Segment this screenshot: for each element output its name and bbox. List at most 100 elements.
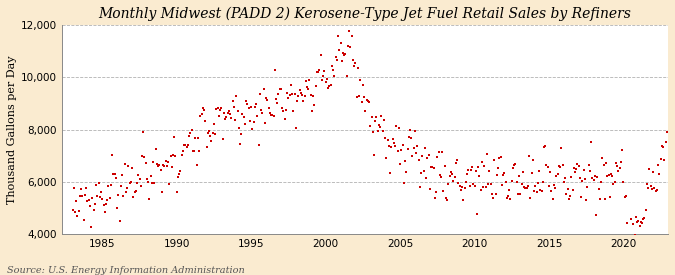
Point: [290, 126, 301, 130]
Point: [474, 174, 485, 178]
Point: [475, 188, 486, 192]
Point: [496, 182, 507, 187]
Point: [489, 158, 500, 163]
Point: [422, 156, 433, 161]
Point: [495, 155, 506, 160]
Point: [397, 142, 408, 147]
Point: [324, 84, 335, 88]
Point: [277, 106, 288, 110]
Point: [443, 182, 454, 186]
Point: [647, 186, 657, 191]
Point: [123, 164, 134, 168]
Point: [194, 148, 205, 153]
Point: [261, 96, 271, 100]
Point: [593, 187, 604, 192]
Point: [643, 186, 653, 191]
Point: [242, 102, 253, 106]
Point: [366, 115, 377, 120]
Point: [404, 135, 414, 139]
Point: [448, 178, 459, 183]
Point: [161, 164, 172, 168]
Point: [589, 174, 600, 178]
Point: [657, 144, 668, 148]
Point: [180, 143, 191, 148]
Point: [72, 214, 83, 219]
Point: [638, 217, 649, 221]
Point: [247, 126, 258, 131]
Point: [410, 129, 421, 133]
Point: [558, 180, 569, 185]
Point: [619, 195, 630, 199]
Point: [650, 189, 661, 193]
Point: [577, 179, 588, 183]
Point: [525, 196, 536, 200]
Point: [256, 108, 267, 112]
Point: [382, 138, 393, 142]
Point: [129, 190, 140, 194]
Point: [81, 186, 92, 191]
Point: [304, 78, 315, 82]
Point: [444, 174, 455, 178]
Point: [111, 176, 122, 180]
Point: [515, 191, 526, 196]
Point: [358, 83, 369, 87]
Point: [268, 114, 279, 119]
Point: [354, 94, 364, 98]
Point: [622, 221, 632, 225]
Point: [377, 128, 388, 133]
Point: [463, 167, 474, 172]
Point: [478, 185, 489, 190]
Point: [659, 158, 670, 163]
Point: [580, 177, 591, 182]
Point: [414, 185, 425, 189]
Point: [472, 211, 483, 216]
Point: [238, 115, 249, 119]
Point: [234, 126, 244, 131]
Point: [338, 51, 348, 56]
Point: [190, 135, 200, 140]
Point: [93, 180, 104, 185]
Point: [319, 68, 330, 73]
Point: [305, 93, 316, 97]
Point: [221, 115, 232, 119]
Point: [350, 61, 361, 65]
Point: [281, 108, 292, 112]
Point: [441, 196, 452, 200]
Point: [196, 111, 207, 116]
Point: [432, 155, 443, 159]
Point: [417, 154, 428, 158]
Text: Source: U.S. Energy Information Administration: Source: U.S. Energy Information Administ…: [7, 266, 244, 275]
Point: [226, 116, 237, 120]
Point: [602, 173, 613, 178]
Point: [308, 94, 319, 98]
Point: [595, 180, 606, 184]
Point: [653, 163, 664, 167]
Point: [288, 108, 299, 113]
Point: [342, 44, 353, 49]
Point: [616, 160, 626, 164]
Point: [302, 85, 313, 89]
Point: [217, 136, 228, 141]
Point: [207, 131, 218, 135]
Point: [466, 165, 477, 169]
Point: [105, 196, 115, 200]
Point: [551, 174, 562, 178]
Point: [632, 219, 643, 224]
Point: [90, 202, 101, 206]
Point: [352, 66, 363, 70]
Point: [254, 92, 265, 97]
Point: [533, 181, 543, 185]
Point: [101, 202, 111, 206]
Point: [327, 64, 338, 68]
Point: [426, 164, 437, 169]
Point: [83, 198, 94, 203]
Point: [134, 177, 145, 181]
Point: [323, 86, 333, 90]
Point: [623, 234, 634, 239]
Point: [411, 150, 422, 155]
Point: [580, 198, 591, 202]
Point: [358, 95, 369, 100]
Point: [98, 202, 109, 207]
Point: [407, 153, 418, 158]
Point: [174, 172, 185, 177]
